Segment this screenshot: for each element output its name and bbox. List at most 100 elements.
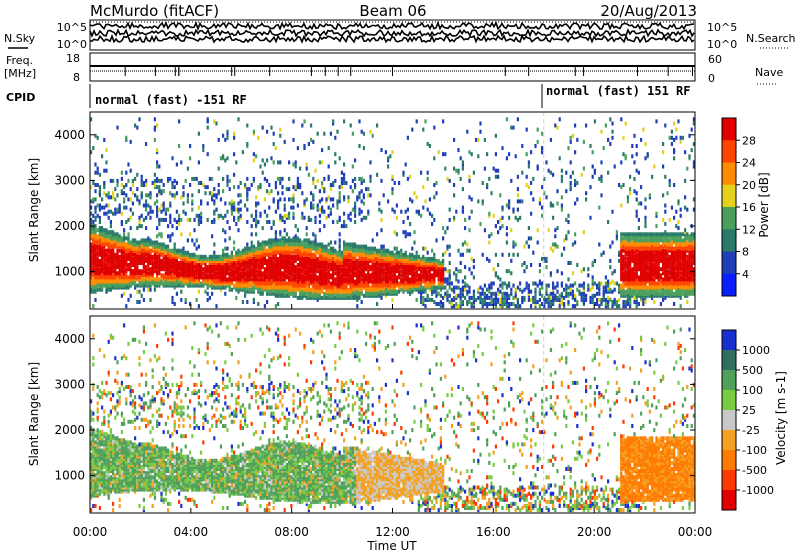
heatmap-cell: [235, 251, 237, 255]
heatmap-cell: [350, 212, 352, 216]
heatmap-cell: [266, 300, 268, 304]
heatmap-cell: [444, 230, 446, 234]
heatmap-cell: [567, 286, 569, 290]
heatmap-cell: [510, 271, 512, 275]
heatmap-cell: [158, 185, 160, 189]
heatmap-cell: [611, 271, 613, 275]
heatmap-cell: [380, 148, 382, 152]
heatmap-cell: [211, 292, 213, 296]
heatmap-cell: [154, 269, 156, 273]
heatmap-cell: [499, 284, 501, 288]
heatmap-cell: [108, 210, 110, 214]
heatmap-cell: [444, 267, 446, 271]
heatmap-cell: [314, 220, 316, 224]
heatmap-cell: [622, 255, 624, 259]
heatmap-cell: [193, 177, 195, 181]
heatmap-cell: [330, 241, 332, 245]
heatmap-cell: [402, 277, 404, 281]
heatmap-cell: [94, 267, 96, 271]
heatmap-cell: [471, 257, 473, 261]
heatmap-cell: [233, 173, 235, 177]
heatmap-cell: [449, 261, 451, 265]
heatmap-cell: [600, 160, 602, 164]
heatmap-cell: [343, 241, 345, 245]
heatmap-cell: [627, 195, 629, 199]
heatmap-cell: [552, 204, 554, 208]
heatmap-cell: [407, 216, 409, 220]
heatmap-cell: [372, 238, 374, 242]
heatmap-cell: [510, 259, 512, 263]
heatmap-cell: [92, 304, 94, 308]
heatmap-cell: [482, 298, 484, 302]
freq-right-tick-bottom: 0: [708, 72, 715, 85]
heatmap-cell: [574, 183, 576, 187]
heatmap-cell: [334, 179, 336, 183]
cpid-segment-2: normal (fast) 151 RF: [546, 84, 691, 98]
heatmap-cell: [211, 177, 213, 181]
heatmap-cell: [270, 226, 272, 230]
heatmap-cell: [376, 232, 378, 236]
heatmap-cell: [354, 220, 356, 224]
heatmap-cell: [330, 247, 332, 251]
heatmap-cell: [556, 126, 558, 130]
heatmap-cell: [369, 273, 371, 277]
heatmap-cell: [292, 236, 294, 240]
heatmap-cell: [380, 277, 382, 281]
heatmap-cell: [105, 204, 107, 208]
heatmap-cell: [207, 273, 209, 277]
heatmap-cell: [438, 277, 440, 281]
heatmap-cell: [446, 269, 448, 273]
heatmap-cell: [418, 255, 420, 259]
heatmap-cell: [299, 267, 301, 271]
heatmap-cell: [383, 259, 385, 263]
heatmap-cell: [244, 294, 246, 298]
heatmap-cell: [596, 302, 598, 306]
heatmap-cell: [576, 263, 578, 267]
heatmap-cell: [352, 243, 354, 247]
heatmap-cell: [490, 292, 492, 296]
heatmap-cell: [246, 290, 248, 294]
heatmap-cell: [539, 197, 541, 201]
heatmap-cell: [358, 292, 360, 296]
heatmap-cell: [231, 267, 233, 271]
heatmap-cell: [198, 263, 200, 267]
heatmap-cell: [101, 154, 103, 158]
heatmap-cell: [270, 156, 272, 160]
heatmap-cell: [334, 255, 336, 259]
heatmap-cell: [336, 220, 338, 224]
heatmap-cell: [530, 290, 532, 294]
heatmap-cell: [270, 126, 272, 130]
heatmap-cell: [99, 267, 101, 271]
heatmap-cell: [576, 197, 578, 201]
heatmap-cell: [504, 302, 506, 306]
heatmap-cell: [567, 261, 569, 265]
heatmap-cell: [127, 280, 129, 284]
heatmap-cell: [391, 277, 393, 281]
heatmap-cell: [598, 304, 600, 308]
heatmap-cell: [356, 304, 358, 308]
heatmap-cell: [343, 212, 345, 216]
heatmap-cell: [477, 296, 479, 300]
heatmap-cell: [143, 204, 145, 208]
heatmap-cell: [422, 255, 424, 259]
heatmap-cell: [292, 273, 294, 277]
heatmap-cell: [493, 214, 495, 218]
heatmap-cell: [332, 257, 334, 261]
heatmap-cell: [303, 216, 305, 220]
heatmap-cell: [152, 280, 154, 284]
heatmap-cell: [473, 300, 475, 304]
heatmap-cell: [160, 218, 162, 222]
heatmap-cell: [235, 275, 237, 279]
heatmap-cell: [185, 212, 187, 216]
heatmap-cell: [222, 177, 224, 181]
heatmap-cell: [552, 173, 554, 177]
heatmap-cell: [211, 191, 213, 195]
heatmap-cell: [224, 202, 226, 206]
heatmap-cell: [178, 261, 180, 265]
heatmap-cell: [559, 156, 561, 160]
heatmap-cell: [295, 165, 297, 169]
heatmap-cell: [442, 226, 444, 230]
heatmap-cell: [224, 263, 226, 267]
heatmap-cell: [182, 210, 184, 214]
heatmap-cell: [618, 259, 620, 263]
